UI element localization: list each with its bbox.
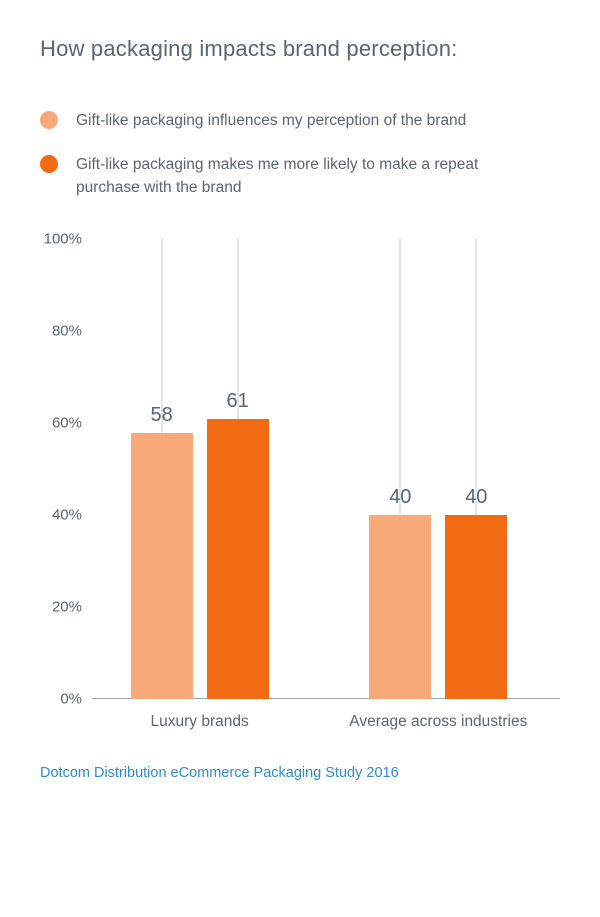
plot-area: 58 61 40 40 — [92, 239, 560, 699]
bar-column: 58 — [131, 239, 193, 699]
legend: Gift-like packaging influences my percep… — [40, 110, 560, 199]
legend-swatch-2 — [40, 155, 58, 173]
legend-text-1: Gift-like packaging influences my percep… — [76, 110, 466, 132]
bar-value-label: 40 — [465, 486, 487, 509]
bar-group: 40 40 — [369, 239, 507, 699]
bar-value-label: 40 — [389, 486, 411, 509]
source-attribution: Dotcom Distribution eCommerce Packaging … — [40, 765, 560, 781]
y-tick: 100% — [44, 231, 82, 248]
bar — [369, 515, 431, 699]
y-tick: 0% — [60, 691, 82, 708]
bar-column: 61 — [207, 239, 269, 699]
legend-item-1: Gift-like packaging influences my percep… — [40, 110, 560, 132]
bar-value-label: 58 — [151, 404, 173, 427]
bar-column: 40 — [369, 239, 431, 699]
x-axis-label: Average across industries — [349, 713, 527, 731]
bar — [445, 515, 507, 699]
y-tick: 40% — [52, 507, 82, 524]
y-axis: 0%20%40%60%80%100% — [40, 239, 88, 699]
legend-text-2: Gift-like packaging makes me more likely… — [76, 154, 496, 199]
bar-column: 40 — [445, 239, 507, 699]
legend-item-2: Gift-like packaging makes me more likely… — [40, 154, 560, 199]
bar — [131, 433, 193, 700]
chart-title: How packaging impacts brand perception: — [40, 36, 560, 62]
legend-swatch-1 — [40, 111, 58, 129]
x-axis-label: Luxury brands — [151, 713, 249, 731]
bar-group: 58 61 — [131, 239, 269, 699]
y-tick: 80% — [52, 323, 82, 340]
bar-value-label: 61 — [227, 390, 249, 413]
y-tick: 60% — [52, 415, 82, 432]
y-tick: 20% — [52, 599, 82, 616]
bar — [207, 419, 269, 700]
chart: 0%20%40%60%80%100% 58614040 Luxury brand… — [40, 239, 560, 699]
